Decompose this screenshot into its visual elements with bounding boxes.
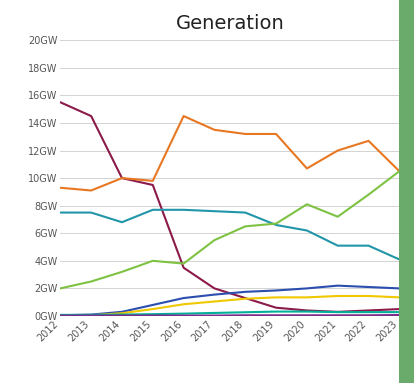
Title: Generation: Generation — [176, 14, 284, 33]
